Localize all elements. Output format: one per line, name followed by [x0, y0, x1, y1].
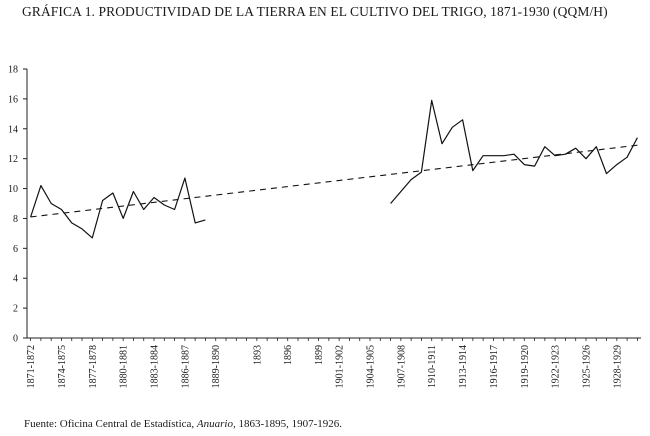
y-tick-label: 6 — [13, 244, 18, 255]
y-tick-label: 8 — [13, 214, 18, 225]
source-prefix: Fuente: Oficina Central de Estadística, — [24, 418, 197, 430]
chart-title: GRÁFICA 1. PRODUCTIVIDAD DE LA TIERRA EN… — [22, 4, 608, 19]
source-suffix: 1863-1895, 1907-1926. — [235, 418, 343, 430]
x-tick-label: 1889-1890 — [211, 345, 222, 388]
series-line-segment — [30, 177, 206, 239]
y-tick-label: 12 — [8, 154, 18, 165]
x-tick-label: 1919-1920 — [520, 345, 531, 388]
y-tick-label: 0 — [13, 334, 18, 345]
x-tick-label: 1886-1887 — [180, 345, 191, 388]
x-tick-label: 1925-1926 — [581, 345, 592, 388]
x-tick-label: 1893 — [252, 345, 263, 365]
x-axis-ticks: 1871-1872 1874-1875 1877-1878 1880-1881 1883… — [26, 338, 638, 388]
x-tick-label: 1904-1905 — [365, 345, 376, 388]
x-tick-label: 1922-1923 — [551, 345, 562, 388]
y-tick-label: 4 — [13, 274, 18, 285]
x-tick-label: 1907-1908 — [396, 345, 407, 388]
x-tick-label: 1880-1881 — [119, 345, 130, 388]
x-tick-label: 1928-1929 — [612, 345, 623, 388]
x-tick-label: 1916-1917 — [489, 345, 500, 388]
y-tick-label: 10 — [8, 184, 18, 195]
axes — [26, 69, 641, 339]
source-italic: Anuario, — [196, 418, 236, 430]
x-tick-label: 1910-1911 — [427, 345, 438, 388]
x-tick-label: 1871-1872 — [26, 345, 37, 388]
x-tick-label: 1874-1875 — [57, 345, 68, 388]
y-tick-label: 2 — [13, 304, 18, 315]
x-tick-label: 1896 — [283, 345, 294, 365]
series-line-segment — [390, 99, 638, 204]
x-tick-label: 1913-1914 — [458, 345, 469, 388]
x-tick-label: 1901-1902 — [335, 345, 346, 388]
x-tick-label: 1899 — [314, 345, 325, 365]
y-axis-ticks: 0 2 4 6 8 10 12 14 16 18 — [8, 65, 27, 345]
y-tick-label: 18 — [8, 65, 18, 76]
source-note: Fuente: Oficina Central de Estadística, … — [24, 418, 342, 430]
y-tick-label: 16 — [8, 94, 18, 105]
trend-line — [30, 144, 638, 218]
series-lines — [30, 99, 638, 239]
y-tick-label: 14 — [8, 124, 18, 135]
x-tick-label: 1883-1884 — [150, 345, 161, 388]
x-tick-label: 1877-1878 — [88, 345, 99, 388]
